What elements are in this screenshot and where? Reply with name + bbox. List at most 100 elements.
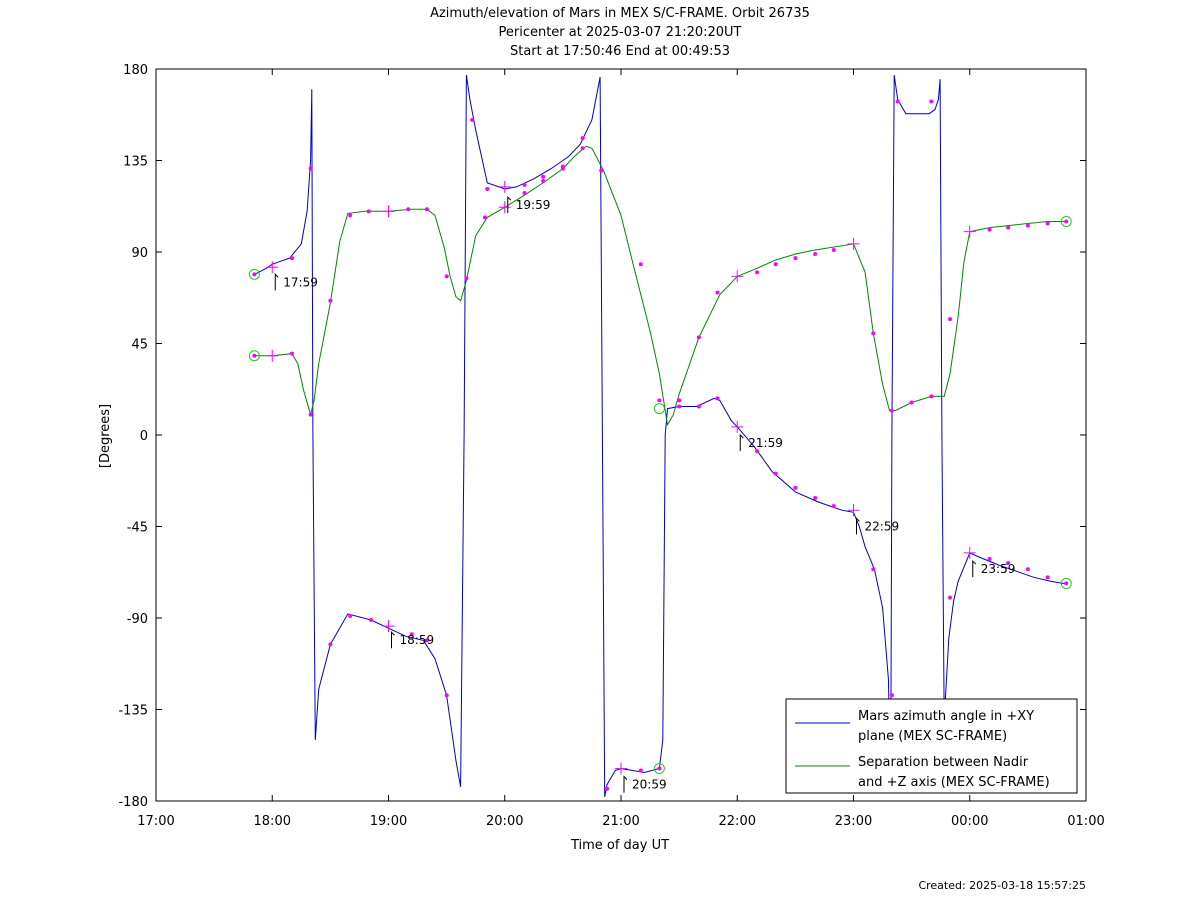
- time-annotation-label: 18:59: [400, 633, 435, 647]
- time-annotation-arrow: [623, 775, 628, 793]
- data-point-marker: [1006, 561, 1011, 566]
- x-axis-ticks: 17:00 18:00 19:00 20:00 21:00 22:00 23:00 00:00…: [137, 69, 1105, 829]
- data-point-marker: [522, 182, 527, 187]
- y-tick-label: 135: [123, 155, 148, 170]
- data-point-marker: [947, 595, 952, 600]
- data-point-marker: [1064, 219, 1069, 224]
- data-point-marker: [470, 117, 475, 122]
- x-tick-label: 20:00: [486, 814, 523, 829]
- y-axis-ticks: 180 135 90 45 0 -45 -90 -135 -180: [118, 63, 1086, 810]
- time-annotation-label: 17:59: [283, 275, 318, 289]
- data-point-marker: [1064, 581, 1069, 586]
- data-point-marker: [871, 567, 876, 572]
- series-line-separation: [254, 145, 1067, 427]
- hour-cross-marker: [498, 201, 511, 214]
- data-point-marker: [773, 471, 778, 476]
- x-tick-label: 22:00: [719, 814, 756, 829]
- data-point-marker: [793, 256, 798, 261]
- time-annotation-arrow: [391, 631, 395, 649]
- chart-title-line-1: Azimuth/elevation of Mars in MEX S/C-FRA…: [430, 6, 810, 21]
- y-tick-label: -135: [118, 704, 148, 719]
- x-tick-label: 17:00: [137, 814, 174, 829]
- hour-cross-marker: [847, 237, 860, 250]
- legend-box: [785, 698, 1078, 794]
- time-annotation-arrow: [972, 559, 977, 578]
- data-point-marker: [541, 174, 546, 179]
- legend: Mars azimuth angle in +XY plane (MEX SC-…: [785, 698, 1078, 794]
- hour-cross-marker: [266, 349, 279, 362]
- data-point-marker: [580, 136, 585, 141]
- hour-cross-marker: [615, 762, 627, 775]
- data-point-marker: [348, 613, 353, 618]
- data-point-marker: [677, 398, 682, 403]
- chart-title: Azimuth/elevation of Mars in MEX S/C-FRA…: [430, 6, 810, 59]
- data-point-marker: [831, 504, 836, 509]
- created-timestamp: Created: 2025-03-18 15:57:25: [918, 879, 1086, 892]
- series-line-azimuth: [254, 75, 1067, 797]
- data-point-marker: [696, 335, 701, 340]
- time-annotation-label: 20:59: [632, 778, 667, 792]
- legend-label-separation-line-2: and +Z axis (MEX SC-FRAME): [858, 775, 1050, 790]
- time-annotation-label: 23:59: [981, 562, 1016, 576]
- data-point-marker: [522, 191, 527, 196]
- y-tick-label: 0: [140, 429, 148, 444]
- y-tick-label: -45: [127, 521, 148, 536]
- data-point-marker: [1006, 225, 1011, 230]
- data-point-marker: [889, 408, 894, 413]
- data-point-marker: [369, 618, 374, 623]
- hour-cross-marker: [498, 180, 511, 193]
- time-annotation-label: 19:59: [516, 198, 551, 212]
- data-point-marker: [424, 638, 429, 643]
- data-point-marker: [1025, 223, 1030, 228]
- start-end-circle: [653, 403, 665, 415]
- data-point-marker: [987, 227, 992, 232]
- hour-cross-marker: [382, 620, 395, 633]
- data-point-marker: [560, 166, 565, 171]
- data-point-marker: [813, 252, 818, 257]
- start-end-circle: [1060, 577, 1072, 589]
- y-axis-label: [Degrees]: [98, 404, 113, 468]
- data-point-marker: [308, 412, 313, 417]
- data-point-marker: [929, 99, 934, 104]
- data-point-marker: [831, 247, 836, 252]
- data-point-marker: [290, 256, 295, 261]
- start-end-circle: [1060, 216, 1072, 227]
- data-point-marker: [889, 693, 894, 698]
- y-tick-label: 90: [131, 246, 148, 261]
- start-end-circle: [653, 762, 665, 774]
- data-point-marker: [444, 274, 449, 279]
- y-tick-label: -90: [127, 612, 148, 627]
- data-point-marker: [715, 290, 720, 295]
- data-point-marker: [638, 262, 643, 267]
- data-point-marker: [813, 496, 818, 501]
- data-point-marker: [485, 186, 490, 191]
- x-tick-label: 21:00: [602, 814, 639, 829]
- data-point-marker: [290, 351, 295, 356]
- data-point-marker: [580, 146, 585, 151]
- data-point-marker: [541, 178, 546, 183]
- data-point-marker: [308, 166, 313, 171]
- x-tick-label: 19:00: [370, 814, 407, 829]
- time-annotation-label: 22:59: [865, 519, 900, 533]
- data-point-marker: [947, 317, 952, 322]
- series-layer: [248, 75, 1072, 797]
- x-tick-label: 01:00: [1067, 814, 1104, 829]
- hour-cross-marker: [382, 205, 395, 218]
- plot-frame: [155, 68, 1087, 802]
- data-point-marker: [482, 215, 487, 220]
- time-annotation-arrow: [507, 195, 512, 214]
- chart-title-line-3: Start at 17:50:46 End at 00:49:53: [510, 44, 730, 59]
- y-tick-label: -180: [118, 795, 148, 810]
- data-point-marker: [987, 557, 992, 562]
- data-point-marker: [755, 449, 760, 454]
- x-tick-label: 23:00: [835, 814, 872, 829]
- legend-label-azimuth-line-1: Mars azimuth angle in +XY: [858, 709, 1034, 724]
- data-point-marker: [871, 331, 876, 336]
- time-annotation-arrow: [856, 517, 860, 535]
- hour-cross-marker: [847, 504, 860, 517]
- data-point-marker: [605, 786, 610, 791]
- hour-cross-marker: [731, 420, 744, 433]
- data-point-marker: [444, 693, 449, 698]
- data-point-marker: [773, 262, 778, 267]
- data-point-marker: [1045, 575, 1050, 580]
